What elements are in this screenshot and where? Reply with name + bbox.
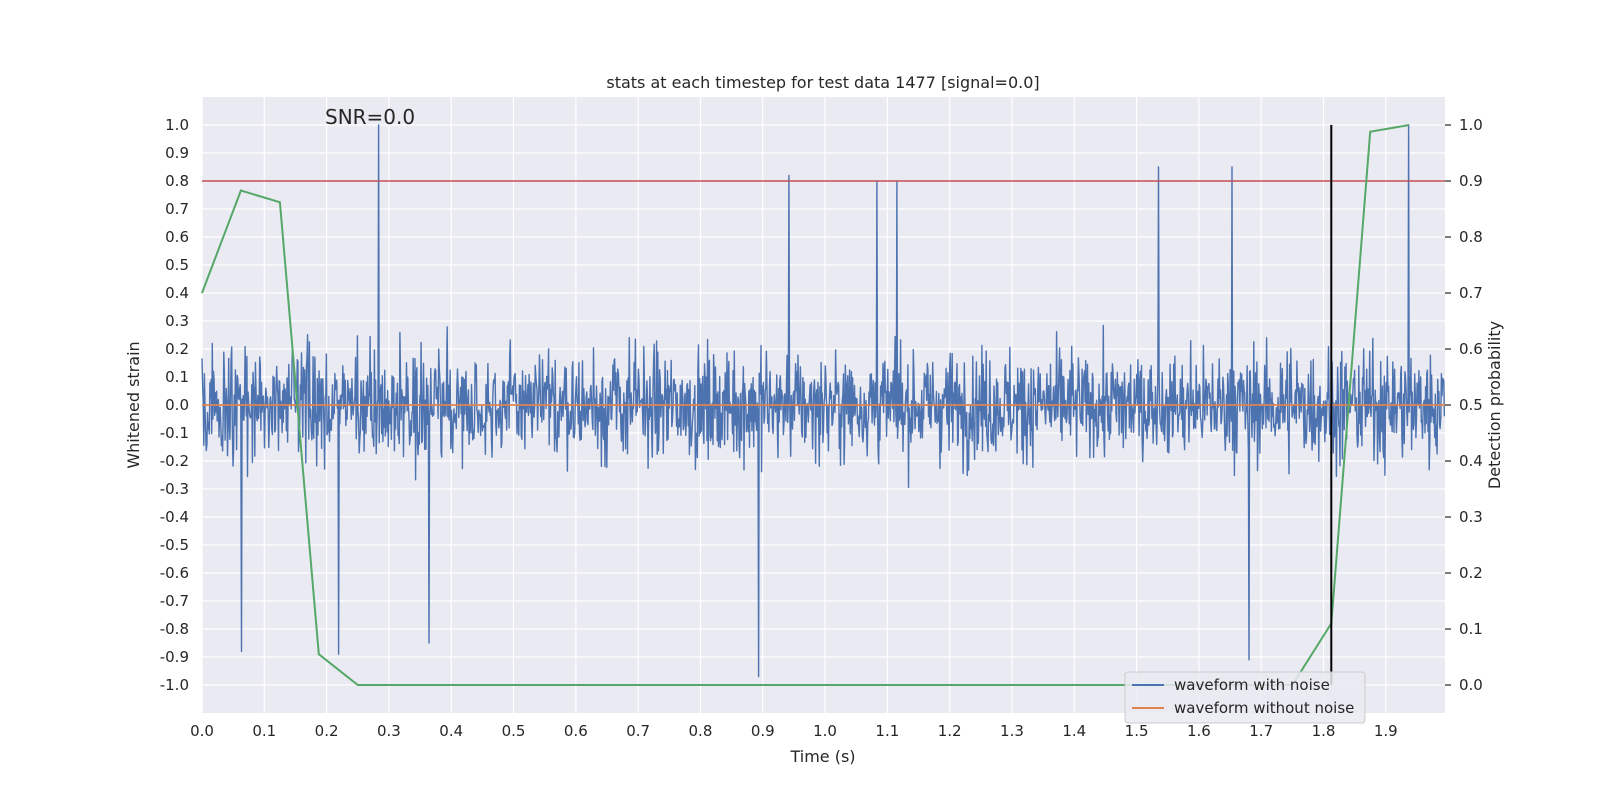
x-tick-label: 1.1 xyxy=(875,722,899,740)
x-tick-label: 1.7 xyxy=(1249,722,1273,740)
y-tick-label: 0.2 xyxy=(165,340,189,358)
y2-tick-label: 0.4 xyxy=(1459,452,1483,470)
y-tick-label: -1.0 xyxy=(160,676,189,694)
y-axis-label: Whitened strain xyxy=(124,341,143,468)
y2-tick-label: 0.7 xyxy=(1459,284,1483,302)
y2-axis-label: Detection probability xyxy=(1485,321,1504,489)
y2-tick-label: 0.0 xyxy=(1459,676,1483,694)
x-tick-label: 1.4 xyxy=(1062,722,1086,740)
y-tick-label: 0.1 xyxy=(165,368,189,386)
y-tick-label: -0.6 xyxy=(160,564,189,582)
x-tick-label: 1.0 xyxy=(813,722,837,740)
y2-axis-ticks: 1.0 0.9 0.8 0.7 0.6 0.5 0.4 0.3 0.2 0.1 0.0 xyxy=(1445,116,1483,694)
y-tick-label: 0.0 xyxy=(165,396,189,414)
y2-tick-label: 0.8 xyxy=(1459,228,1483,246)
x-tick-label: 1.3 xyxy=(1000,722,1024,740)
x-tick-label: 0.7 xyxy=(626,722,650,740)
y-tick-label: -0.4 xyxy=(160,508,189,526)
y-tick-label: 0.7 xyxy=(165,200,189,218)
y2-tick-label: 0.5 xyxy=(1459,396,1483,414)
x-tick-label: 0.5 xyxy=(502,722,526,740)
y2-tick-label: 0.3 xyxy=(1459,508,1483,526)
x-tick-label: 0.9 xyxy=(751,722,775,740)
legend-label-without-noise: waveform without noise xyxy=(1174,699,1354,717)
snr-annotation: SNR=0.0 xyxy=(325,105,415,129)
x-tick-label: 0.8 xyxy=(689,722,713,740)
y-tick-label: -0.5 xyxy=(160,536,189,554)
series-detection-probability xyxy=(201,124,1410,686)
x-tick-label: 1.5 xyxy=(1125,722,1149,740)
y-tick-label: 0.8 xyxy=(165,172,189,190)
y-tick-label: 0.3 xyxy=(165,312,189,330)
y-tick-label: 0.9 xyxy=(165,144,189,162)
series-layer xyxy=(201,124,1446,686)
y-tick-label: 0.6 xyxy=(165,228,189,246)
legend-box xyxy=(1124,671,1366,724)
x-axis-ticks: 0.0 0.1 0.2 0.3 0.4 0.5 0.6 0.7 0.8 0.9 1.0 1.1 1.2 1… xyxy=(190,722,1398,740)
y2-tick-label: 0.2 xyxy=(1459,564,1483,582)
y-tick-label: 0.5 xyxy=(165,256,189,274)
legend-label-with-noise: waveform with noise xyxy=(1174,676,1330,694)
y-tick-label: -0.3 xyxy=(160,480,189,498)
x-tick-label: 0.2 xyxy=(315,722,339,740)
x-tick-label: 0.4 xyxy=(439,722,463,740)
y-tick-label: -0.9 xyxy=(160,648,189,666)
x-tick-label: 0.6 xyxy=(564,722,588,740)
x-tick-label: 1.8 xyxy=(1312,722,1336,740)
x-tick-label: 0.1 xyxy=(252,722,276,740)
y-tick-label: 1.0 xyxy=(165,116,189,134)
series-waveform-with-noise xyxy=(201,124,1446,678)
x-tick-label: 0.0 xyxy=(190,722,214,740)
y2-tick-label: 0.1 xyxy=(1459,620,1483,638)
y-tick-label: -0.8 xyxy=(160,620,189,638)
y-axis-ticks: 1.0 0.9 0.8 0.7 0.6 0.5 0.4 0.3 0.2 0.1 0.0 -0.1 -0.… xyxy=(160,116,189,694)
y2-tick-label: 0.6 xyxy=(1459,340,1483,358)
y-tick-label: -0.1 xyxy=(160,424,189,442)
y-tick-label: 0.4 xyxy=(165,284,189,302)
x-tick-label: 1.9 xyxy=(1374,722,1398,740)
y-tick-label: -0.2 xyxy=(160,452,189,470)
x-axis-label: Time (s) xyxy=(789,747,855,766)
y-tick-label: -0.7 xyxy=(160,592,189,610)
legend: waveform with noise waveform without noi… xyxy=(1124,671,1366,724)
chart-title: stats at each timestep for test data 147… xyxy=(606,73,1039,92)
x-tick-label: 1.2 xyxy=(938,722,962,740)
x-tick-label: 0.3 xyxy=(377,722,401,740)
y2-tick-label: 0.9 xyxy=(1459,172,1483,190)
x-tick-label: 1.6 xyxy=(1187,722,1211,740)
y2-tick-label: 1.0 xyxy=(1459,116,1483,134)
